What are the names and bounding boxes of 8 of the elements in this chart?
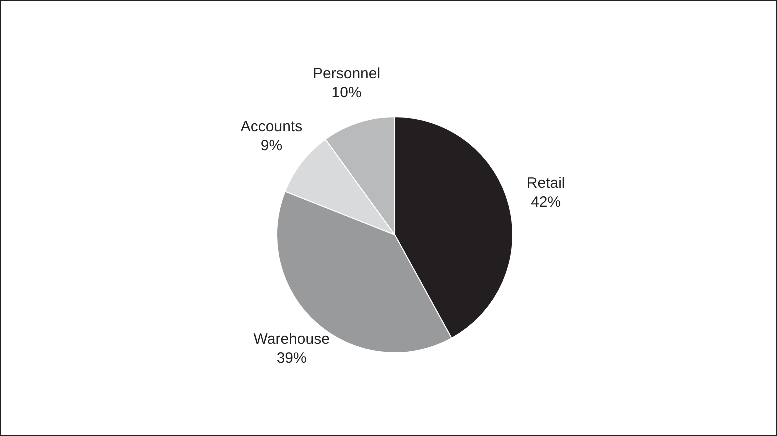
slice-label: Warehouse [254,331,330,348]
slice-label: Retail [526,175,566,192]
slice-label: Personnel [313,66,381,83]
slice-label: Accounts [240,118,303,136]
data-label: 9% [260,137,283,154]
data-label: 10% [332,84,362,102]
data-label: 39% [276,350,307,368]
data-label: 42% [531,194,562,212]
